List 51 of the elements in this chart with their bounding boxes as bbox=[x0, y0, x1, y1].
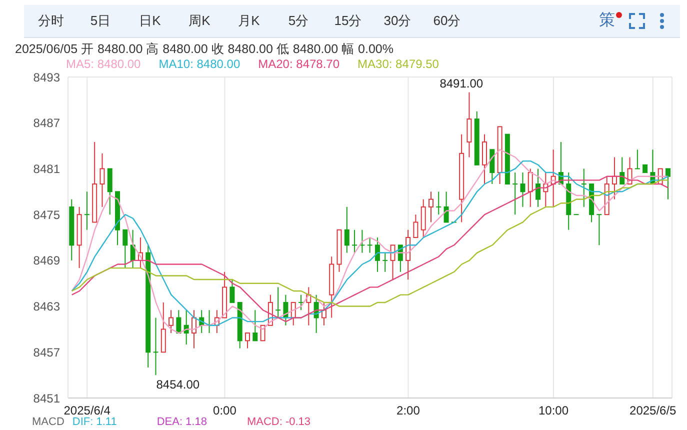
x-tick-label: 2025/6/5 bbox=[630, 404, 677, 418]
annotation: 8491.00 bbox=[440, 76, 484, 90]
y-tick-label: 8481 bbox=[33, 162, 60, 176]
y-tick-label: 8487 bbox=[33, 116, 60, 130]
candlestick bbox=[520, 172, 526, 208]
candlestick bbox=[466, 92, 472, 158]
text: MA10: 8480.00 bbox=[158, 57, 240, 71]
text: 30分 bbox=[382, 12, 412, 30]
candlestick bbox=[428, 191, 434, 223]
x-tick-label: 2:00 bbox=[396, 404, 420, 418]
text: DIF: 1.11 bbox=[72, 416, 117, 428]
candlestick bbox=[329, 256, 334, 318]
candlestick bbox=[580, 168, 587, 208]
text: MA20: 8478.70 bbox=[258, 57, 340, 71]
text: MACD: -0.13 bbox=[246, 416, 311, 428]
text: 分时 bbox=[37, 12, 65, 30]
y-tick-label: 8457 bbox=[33, 345, 60, 360]
chart-subtitle: 2025/06/05 开 8480.00 高 8480.00 收 8480.00 低 8480.00 幅 0.00% bbox=[15, 41, 394, 58]
y-tick-label: 8475 bbox=[33, 208, 60, 222]
y-tick-label: 8469 bbox=[33, 254, 60, 268]
candlestick bbox=[436, 191, 442, 216]
candlestick bbox=[482, 134, 488, 184]
text: 日K bbox=[138, 12, 162, 30]
candlestick bbox=[459, 134, 464, 223]
candlestick bbox=[566, 172, 572, 230]
x-tick-label: 2025/6/4 bbox=[64, 404, 111, 418]
text: 周K bbox=[188, 12, 212, 30]
candlestick bbox=[84, 191, 90, 230]
candlestick bbox=[512, 172, 518, 216]
text: 5日 bbox=[89, 12, 112, 30]
candlestick bbox=[344, 206, 350, 254]
y-tick-label: 8451 bbox=[33, 391, 60, 406]
text: 5分 bbox=[287, 12, 310, 30]
text: MA30: 8479.50 bbox=[358, 57, 439, 71]
text: 15分 bbox=[333, 12, 363, 30]
annotation: 8454.00 bbox=[156, 378, 200, 392]
candlestick bbox=[100, 152, 105, 208]
candlestick bbox=[536, 168, 541, 208]
text: DEA: 1.18 bbox=[156, 416, 207, 428]
y-tick-label: 8463 bbox=[33, 300, 60, 314]
y-tick-label: 8493 bbox=[33, 70, 60, 84]
candlestick bbox=[69, 198, 74, 261]
text: 月K bbox=[237, 12, 261, 30]
text: 60分 bbox=[432, 12, 462, 30]
x-tick-label: 0:00 bbox=[213, 404, 237, 418]
text: MA5: 8480.00 bbox=[66, 57, 141, 71]
text: MACD bbox=[32, 416, 64, 428]
text: 策 bbox=[599, 11, 615, 31]
x-tick-label: 10:00 bbox=[538, 404, 569, 418]
candlestick bbox=[76, 206, 82, 269]
candlestick bbox=[152, 317, 159, 376]
